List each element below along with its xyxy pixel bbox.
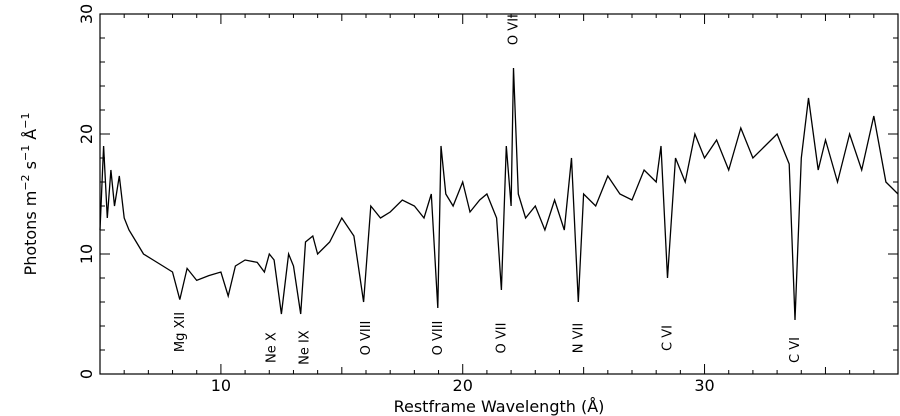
spectrum-line <box>99 67 899 321</box>
y-tick-label: 10 <box>77 244 96 264</box>
emission-line-label: O VIII <box>359 321 374 356</box>
emission-line-label: Mg XII <box>173 312 188 352</box>
emission-line-labels: Mg XII Ne X Ne IX O VIII O VIII O VII O VII N V… <box>173 14 803 365</box>
emission-line-label: C VI <box>661 325 676 351</box>
emission-line-label: O VII <box>507 14 522 45</box>
plot-frame <box>99 13 899 375</box>
x-axis-label: Restframe Wavelength (Å) <box>394 397 605 416</box>
x-tick-label: 10 <box>211 376 231 395</box>
emission-line-label: Ne X <box>265 332 280 363</box>
tick-labels: 10 20 30 0 10 20 30 <box>77 4 715 395</box>
y-tick-label: 0 <box>77 369 96 379</box>
axis-ticks <box>99 13 899 375</box>
y-tick-label: 20 <box>77 124 96 144</box>
x-tick-label: 20 <box>453 376 473 395</box>
emission-line-label: C VI <box>788 337 803 363</box>
x-tick-label: 30 <box>694 376 714 395</box>
emission-line-label: O VIII <box>431 321 446 356</box>
y-axis-label: Photons m−2 s−1 Å−1 <box>19 113 40 276</box>
emission-line-label: O VII <box>494 323 509 354</box>
y-tick-label: 30 <box>77 4 96 24</box>
emission-line-label: N VII <box>571 323 586 353</box>
emission-line-label: Ne IX <box>297 330 312 365</box>
